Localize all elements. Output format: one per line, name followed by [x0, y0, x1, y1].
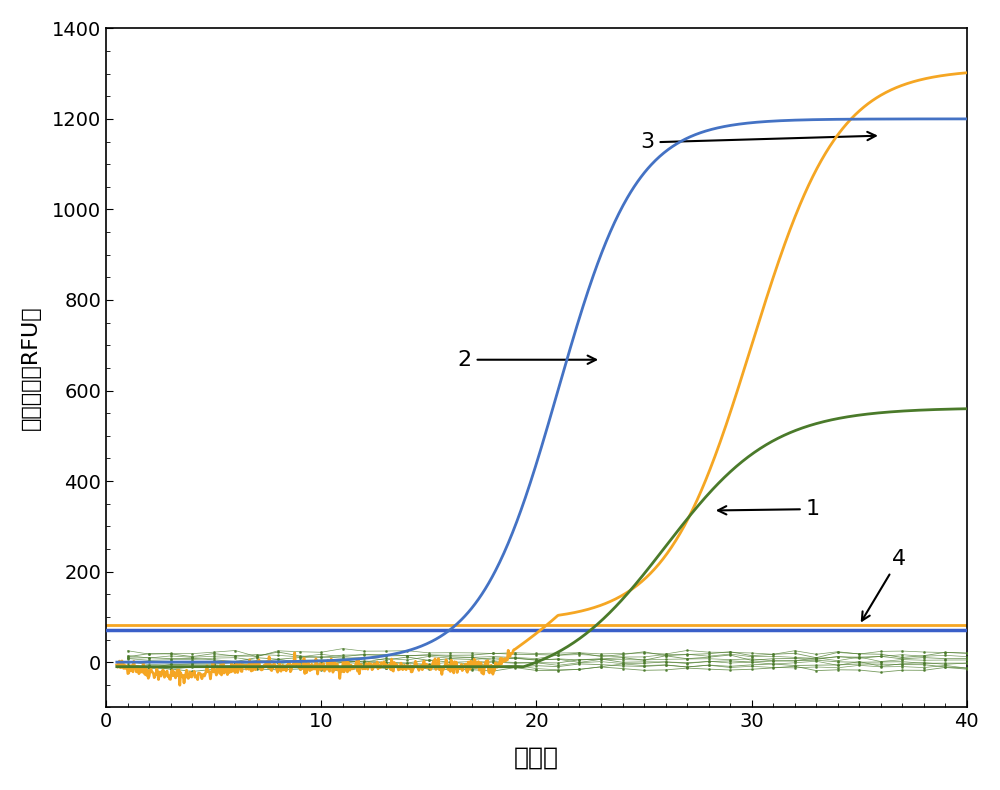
X-axis label: 循环数: 循环数: [514, 745, 559, 769]
Y-axis label: 荧光强度（RFU）: 荧光强度（RFU）: [21, 306, 41, 431]
Text: 4: 4: [862, 549, 906, 621]
Text: 3: 3: [641, 132, 876, 152]
Text: 2: 2: [458, 350, 596, 370]
Text: 1: 1: [718, 499, 820, 519]
